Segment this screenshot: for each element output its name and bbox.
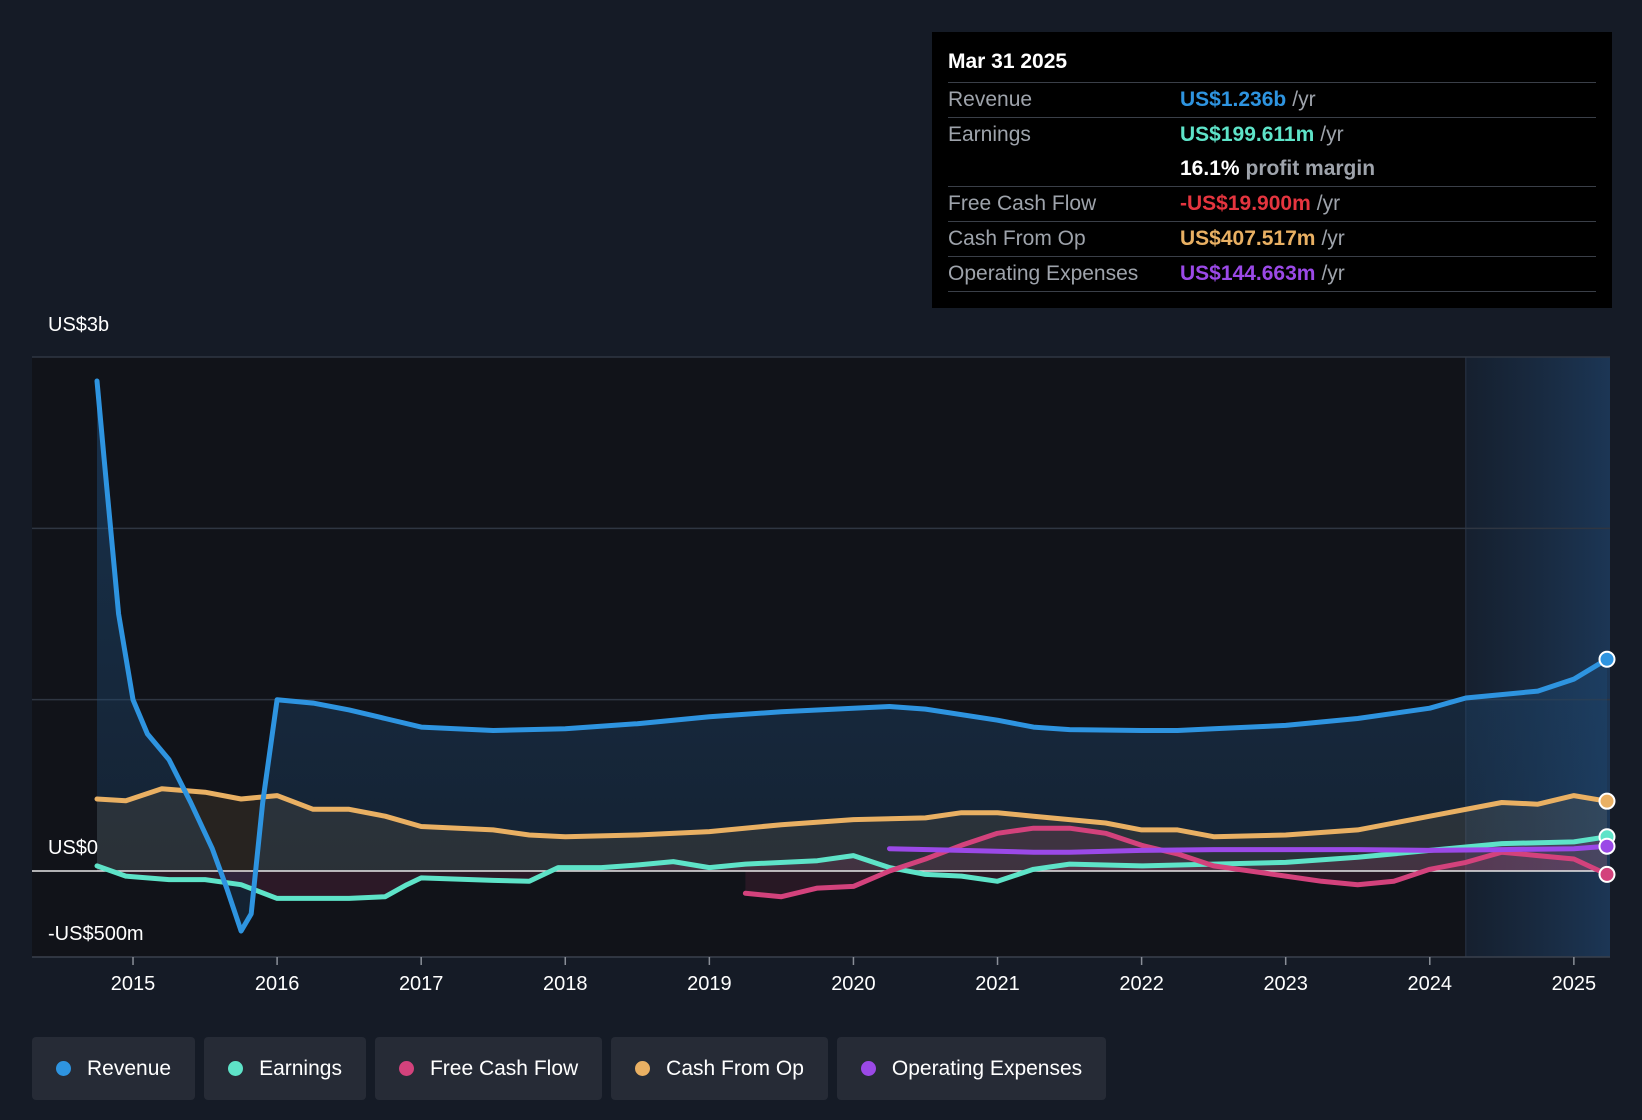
x-tick-label: 2018 (543, 973, 588, 995)
tooltip-row-revenue: Revenue US$1.236b /yr (948, 83, 1596, 118)
legend-item-fcf[interactable]: Free Cash Flow (374, 1037, 603, 1100)
revenue-line (94, 378, 1610, 934)
legend-item-earnings[interactable]: Earnings (204, 1037, 366, 1100)
tooltip-value: US$407.517m (1180, 227, 1316, 250)
x-tick-label: 2015 (111, 973, 156, 995)
tooltip-value: -US$19.900m (1180, 192, 1311, 215)
legend-dot-icon (56, 1061, 71, 1076)
legend-dot-icon (860, 1061, 876, 1076)
legend-dot-icon (228, 1061, 244, 1076)
tooltip-label: Operating Expenses (948, 262, 1139, 285)
tooltip-label: Earnings (948, 123, 1031, 146)
legend-label: Cash From Op (666, 1056, 804, 1080)
x-tick-label: 2017 (399, 973, 444, 995)
y-tick-label: US$0 (48, 837, 98, 859)
legend-item-opex[interactable]: Operating Expenses (836, 1037, 1107, 1100)
tooltip-unit: /yr (1321, 262, 1345, 285)
y-tick-label: US$3b (48, 314, 109, 336)
legend-item-revenue[interactable]: Revenue (32, 1037, 196, 1100)
tooltip-row-margin: 16.1% profit margin (948, 152, 1596, 187)
tooltip-unit: /yr (1321, 227, 1345, 250)
legend-label: Operating Expenses (891, 1056, 1083, 1080)
legend: Revenue Earnings Free Cash Flow Cash Fro… (32, 1037, 1115, 1100)
revenue-area (97, 381, 1607, 931)
fcf-end-marker (1598, 865, 1616, 883)
cash-from-op-line (94, 786, 1610, 840)
tooltip-date: Mar 31 2025 (948, 46, 1596, 83)
tooltip-row-opex: Operating Expenses US$144.663m /yr (948, 257, 1596, 292)
tooltip-value: US$199.611m (1180, 123, 1315, 146)
revenue-end-marker (1598, 650, 1616, 668)
x-tick-label: 2019 (687, 973, 732, 995)
tooltip-value: US$1.236b (1180, 88, 1287, 111)
tooltip-margin-text: profit margin (1245, 157, 1376, 180)
legend-label: Earnings (259, 1056, 342, 1080)
tooltip-unit: /yr (1320, 123, 1344, 146)
tooltip-label: Free Cash Flow (948, 192, 1097, 215)
x-tick-label: 2022 (1119, 973, 1164, 995)
legend-dot-icon (635, 1061, 651, 1076)
legend-item-cfo[interactable]: Cash From Op (611, 1037, 828, 1100)
tooltip-row-earnings: Earnings US$199.611m /yr (948, 118, 1596, 152)
earnings-area (97, 836, 1607, 899)
legend-label: Revenue (87, 1056, 172, 1080)
tooltip-value: US$144.663m (1180, 262, 1316, 285)
x-tick-label: 2021 (975, 973, 1020, 995)
tooltip-unit: /yr (1316, 192, 1341, 215)
operating-expenses-line (887, 843, 1610, 855)
x-tick-label: 2024 (1408, 973, 1453, 995)
y-tick-label: -US$500m (48, 923, 144, 945)
tooltip-panel: Mar 31 2025 Revenue US$1.236b /yr Earnin… (932, 32, 1612, 308)
x-tick-label: 2025 (1552, 973, 1597, 995)
cfo-end-marker (1598, 792, 1616, 810)
tooltip-row-cfo: Cash From Op US$407.517m /yr (948, 222, 1596, 257)
opex-end-marker (1598, 837, 1616, 855)
tooltip-row-fcf: Free Cash Flow -US$19.900m /yr (948, 187, 1596, 222)
x-tick-label: 2016 (255, 973, 300, 995)
x-tick-label: 2023 (1263, 973, 1308, 995)
legend-label: Free Cash Flow (429, 1056, 579, 1080)
earnings-line (94, 834, 1610, 901)
x-tick-label: 2020 (831, 973, 876, 995)
tooltip-unit: /yr (1292, 88, 1316, 111)
tooltip-label: Cash From Op (948, 227, 1086, 250)
legend-dot-icon (398, 1061, 414, 1076)
tooltip-margin-value: 16.1% (1180, 157, 1240, 180)
tooltip-label: Revenue (948, 88, 1033, 111)
